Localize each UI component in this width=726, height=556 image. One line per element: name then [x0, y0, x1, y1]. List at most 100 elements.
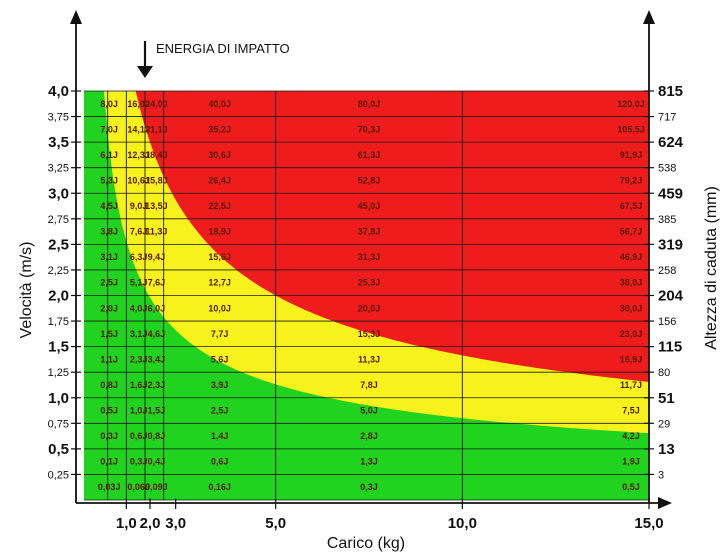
y-tick-label-right: 815	[658, 83, 683, 100]
y-tick-label-right: 115	[658, 339, 682, 356]
y-tick-label-left: 3,0	[48, 185, 69, 202]
energy-cell-label: 0,06J	[127, 482, 150, 492]
energy-annotation: ENERGIA DI IMPATTO	[156, 41, 290, 56]
y-tick-label-left: 2,25	[48, 265, 69, 277]
energy-cell-label: 2,0J	[100, 303, 118, 313]
energy-cell-label: 1,1J	[100, 354, 118, 364]
energy-cell-label: 4,0J	[130, 303, 148, 313]
energy-cell-label: 35,2J	[208, 124, 231, 134]
y-tick-label-right: 459	[658, 185, 683, 202]
x-tick-label: 2,0	[140, 515, 161, 532]
energy-cell-label: 2,5J	[211, 406, 229, 416]
y-tick-label-right: 51	[658, 390, 675, 407]
y-tick-label-left: 1,75	[48, 316, 69, 328]
energy-cell-label: 40,0J	[208, 99, 231, 109]
y-tick-label-left: 0,75	[48, 418, 69, 430]
energy-cell-label: 0,5J	[622, 482, 640, 492]
y-tick-label-left: 0,25	[48, 469, 69, 481]
energy-cell-label: 7,7J	[211, 329, 229, 339]
energy-cell-label: 7,8J	[360, 380, 378, 390]
energy-cell-label: 3,8J	[100, 227, 118, 237]
y-axis-title-left: Velocità (m/s)	[18, 242, 35, 339]
energy-cell-label: 15,3J	[358, 329, 381, 339]
y-tick-label-right: 258	[658, 265, 676, 277]
energy-cell-label: 67,5J	[620, 201, 643, 211]
energy-cell-label: 3,1J	[100, 252, 118, 262]
y-tick-label-left: 1,25	[48, 367, 69, 379]
energy-cell-label: 9,4J	[148, 252, 166, 262]
energy-cell-label: 38,0J	[620, 278, 643, 288]
energy-cell-label: 3,4J	[148, 354, 166, 364]
energy-cell-label: 4,5J	[100, 201, 118, 211]
energy-cell-label: 30,6J	[208, 150, 231, 160]
energy-cell-label: 1,4J	[211, 431, 229, 441]
energy-cell-label: 0,6J	[130, 431, 148, 441]
energy-cell-label: 30,0J	[620, 303, 643, 313]
y-axis-title-right: Altezza di caduta (mm)	[703, 186, 720, 350]
y-tick-label-left: 1,5	[48, 339, 69, 356]
y-tick-label-right: 717	[658, 112, 676, 124]
y-tick-label-right: 538	[658, 163, 676, 175]
energy-cell-label: 20,0J	[358, 303, 381, 313]
energy-cell-label: 0,6J	[211, 457, 229, 467]
down-arrow-icon	[137, 41, 153, 78]
energy-cell-label: 1,3J	[360, 457, 378, 467]
energy-cell-label: 25,3J	[358, 278, 381, 288]
y-tick-label-left: 1,0	[48, 390, 69, 407]
x-tick-label: 5,0	[265, 515, 286, 532]
energy-cell-label: 8,0J	[100, 99, 118, 109]
energy-cell-label: 21,1J	[145, 124, 168, 134]
energy-cell-label: 45,0J	[358, 201, 381, 211]
energy-cell-label: 80,0J	[358, 99, 381, 109]
energy-cell-label: 105,5J	[617, 124, 645, 134]
energy-cell-label: 2,3J	[148, 380, 166, 390]
energy-cell-label: 7,6J	[148, 278, 166, 288]
energy-cell-label: 23,0J	[620, 329, 643, 339]
energy-cell-label: 12,7J	[208, 278, 231, 288]
energy-cell-label: 18,9J	[208, 227, 231, 237]
energy-cell-label: 70,3J	[358, 124, 381, 134]
energy-cell-label: 12,3J	[127, 150, 150, 160]
energy-cell-label: 2,3J	[130, 354, 148, 364]
energy-cell-label: 16,0J	[127, 99, 150, 109]
energy-cell-label: 0,03J	[98, 482, 121, 492]
x-tick-label: 15,0	[634, 515, 663, 532]
x-tick-label: 1,0	[116, 515, 137, 532]
y-tick-label-left: 2,0	[48, 288, 69, 305]
y-tick-label-left: 2,5	[48, 236, 69, 253]
energy-cell-label: 0,5J	[100, 406, 118, 416]
zone-red	[84, 91, 649, 382]
energy-cell-label: 1,5J	[148, 406, 166, 416]
energy-cell-label: 0,8J	[148, 431, 166, 441]
energy-cell-label: 52,8J	[358, 175, 381, 185]
energy-cell-label: 61,3J	[358, 150, 381, 160]
energy-cell-label: 0,4J	[148, 457, 166, 467]
energy-cell-label: 3,9J	[211, 380, 229, 390]
y-tick-label-right: 13	[658, 441, 675, 458]
energy-cell-label: 6,1J	[100, 150, 118, 160]
energy-cell-label: 6,0J	[148, 303, 166, 313]
energy-cell-label: 5,3J	[100, 175, 118, 185]
x-axis-arrow-icon	[658, 497, 672, 509]
energy-cell-label: 1,9J	[622, 457, 640, 467]
energy-cell-label: 4,6J	[148, 329, 166, 339]
energy-cell-label: 7,5J	[622, 406, 640, 416]
energy-cell-label: 5,6J	[211, 354, 229, 364]
x-tick-label: 10,0	[448, 515, 477, 532]
energy-cell-label: 10,6J	[127, 175, 150, 185]
energy-cell-label: 120,0J	[617, 99, 645, 109]
energy-cell-label: 7,0J	[100, 124, 118, 134]
energy-cell-label: 0,09J	[145, 482, 168, 492]
y-tick-label-left: 0,5	[48, 441, 69, 458]
energy-cell-label: 3,1J	[130, 329, 148, 339]
y-tick-label-left: 4,0	[48, 83, 69, 100]
energy-cell-label: 16,9J	[620, 354, 643, 364]
y-tick-label-right: 204	[658, 288, 684, 305]
energy-cell-label: 0,8J	[100, 380, 118, 390]
energy-cell-label: 0,1J	[100, 457, 118, 467]
x-axis-title: Carico (kg)	[327, 535, 405, 552]
energy-cell-label: 2,5J	[100, 278, 118, 288]
y-tick-label-right: 319	[658, 236, 683, 253]
